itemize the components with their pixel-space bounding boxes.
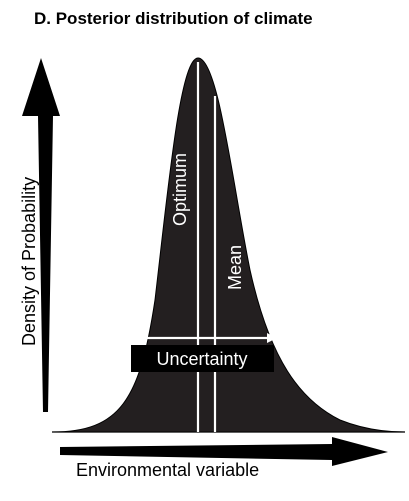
- uncertainty-label-box: [131, 345, 274, 372]
- optimum-label: Optimum: [170, 153, 190, 226]
- y-axis-label: Density of Probability: [19, 177, 39, 346]
- x-axis-label: Environmental variable: [76, 460, 259, 480]
- x-axis-arrow: [60, 437, 388, 466]
- figure-title: D. Posterior distribution of climate: [34, 9, 313, 28]
- uncertainty-label: Uncertainty: [156, 349, 247, 369]
- mean-label: Mean: [225, 245, 245, 290]
- y-axis-arrow: [22, 58, 60, 412]
